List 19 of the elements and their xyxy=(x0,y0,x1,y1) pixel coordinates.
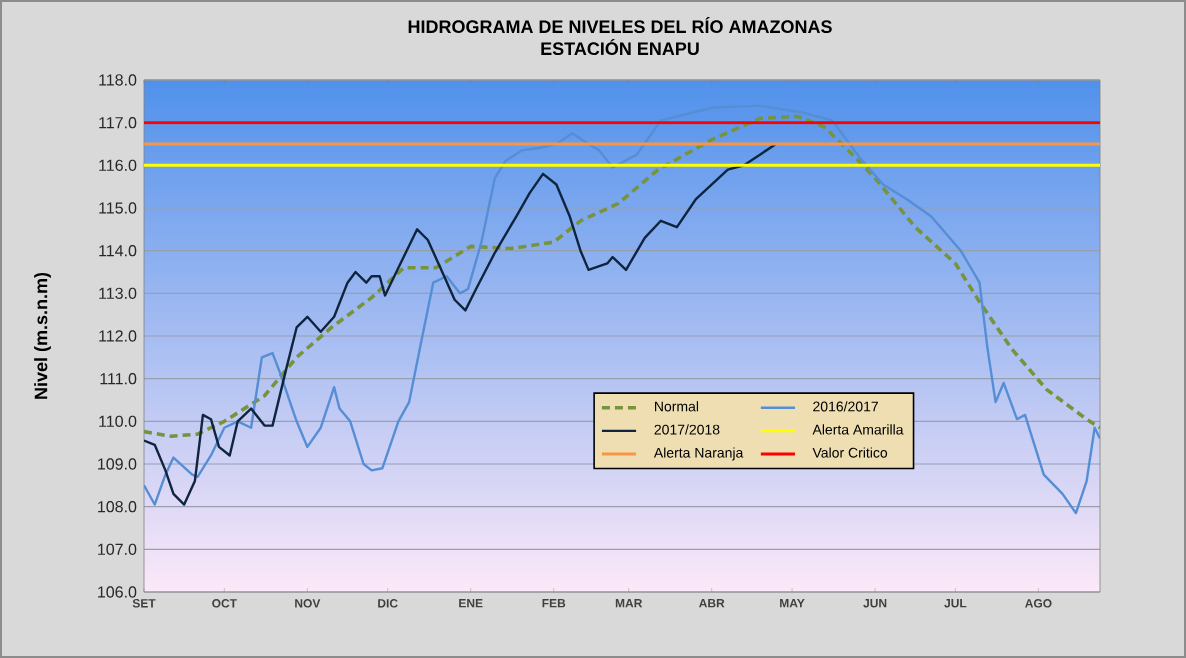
y-tick-label: 112.0 xyxy=(99,330,137,342)
y-tick-label: 110.0 xyxy=(99,415,137,427)
line-series xyxy=(144,142,778,506)
y-tick-label: 116.0 xyxy=(99,159,137,171)
line-series xyxy=(144,104,1101,515)
y-tick-label: 107.0 xyxy=(98,543,137,555)
y-tick-label: 117.0 xyxy=(99,117,137,129)
y-tick-label: 108.0 xyxy=(98,501,137,513)
chart-title: HIDROGRAMA DE NIVELES DEL RÍO AMAZONAS xyxy=(408,16,832,34)
chart-subtitle: ESTACIÓN ENAPU xyxy=(541,38,699,56)
y-tick-label: 115.0 xyxy=(99,202,137,214)
y-tick-label: 114.0 xyxy=(99,245,137,257)
y-tick-label: 118.0 xyxy=(99,74,137,86)
y-tick-label: 113.0 xyxy=(99,287,137,299)
y-tick-label: 106.0 xyxy=(98,586,137,598)
y-axis-title: Nivel (m.s.n.m) xyxy=(34,272,51,399)
y-tick-label: 109.0 xyxy=(98,458,137,470)
line-series xyxy=(144,114,1101,439)
y-tick-label: 111.0 xyxy=(100,373,137,385)
